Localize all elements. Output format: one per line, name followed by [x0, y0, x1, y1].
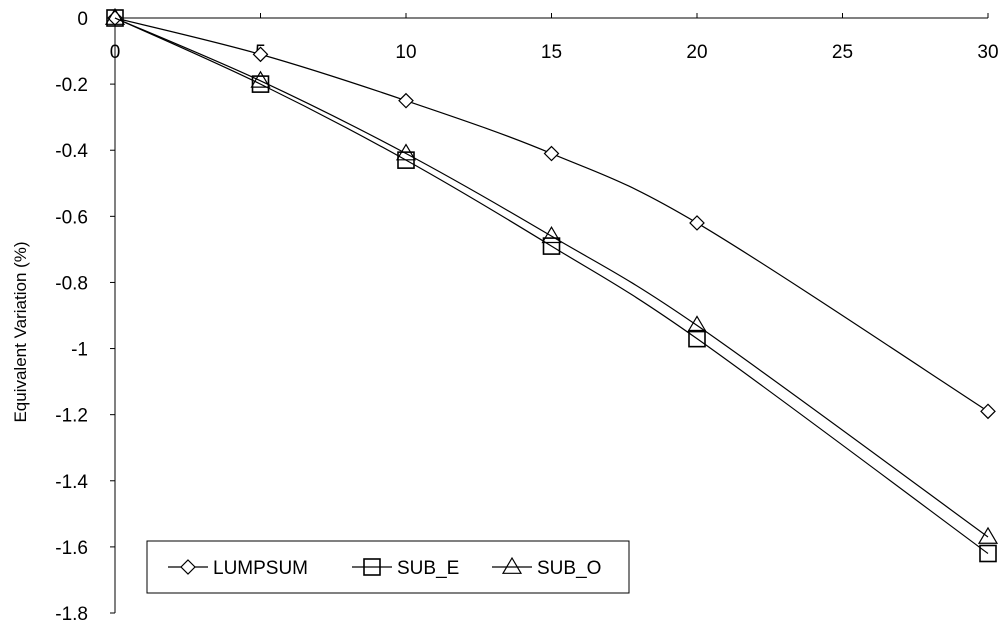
series-lumpsum [107, 10, 996, 420]
y-tick-label: -1.2 [55, 406, 88, 427]
x-tick-label: 25 [832, 42, 853, 63]
y-tick-label: -1.8 [55, 604, 88, 625]
y-tick-label: 0 [77, 9, 88, 30]
data-point-lumpsum [252, 46, 269, 63]
legend-label-sub-o: SUB_O [537, 558, 601, 579]
series-sub-o [104, 7, 999, 544]
y-tick-label: -0.2 [55, 75, 88, 96]
data-point-sub-e [979, 544, 997, 563]
data-point-lumpsum [980, 403, 996, 420]
data-point-sub-o [686, 315, 708, 333]
y-tick-label: -1.6 [55, 538, 88, 559]
axes: 0510152025300-0.2-0.4-0.6-0.8-1-1.2-1.4-… [55, 9, 998, 625]
y-tick-label: -0.6 [55, 207, 88, 228]
y-axis-title: Equivalent Variation (%) [11, 241, 30, 422]
legend-marker-sub-o [501, 556, 523, 574]
legend-marker-lumpsum [180, 559, 196, 575]
x-tick-label: 0 [110, 42, 121, 63]
data-point-lumpsum [398, 92, 414, 109]
data-point-lumpsum [689, 215, 705, 231]
series-line-sub-e [114, 17, 989, 554]
data-point-sub-o [104, 7, 126, 25]
data-point-sub-e [542, 237, 561, 255]
data-point-sub-o [977, 526, 999, 544]
legend-label-lumpsum: LUMPSUM [213, 558, 308, 579]
plot-area [104, 7, 999, 563]
data-point-sub-o [395, 143, 417, 161]
x-tick-label: 10 [395, 42, 416, 63]
y-tick-label: -0.4 [55, 141, 88, 162]
data-point-sub-o [250, 70, 271, 88]
y-tick-label: -1.4 [55, 472, 88, 493]
data-point-sub-o [541, 225, 562, 244]
legend: LUMPSUM SUB_E SUB_O [146, 540, 630, 594]
y-tick-label: -1 [71, 340, 88, 361]
legend-item-sub-o: SUB_O [492, 556, 601, 579]
y-tick-label: -0.8 [55, 273, 88, 294]
series-line-sub-o [114, 17, 989, 538]
x-tick-label: 30 [977, 42, 998, 63]
series-sub-e [106, 9, 997, 563]
data-point-lumpsum [543, 145, 560, 162]
legend-item-sub-e: SUB_E [352, 558, 459, 579]
legend-marker-sub-e [363, 558, 381, 576]
legend-label-sub-e: SUB_E [397, 558, 459, 579]
data-point-sub-e [688, 329, 706, 348]
x-tick-label: 15 [541, 42, 562, 63]
legend-item-lumpsum: LUMPSUM [168, 558, 308, 579]
x-tick-label: 20 [686, 42, 707, 63]
